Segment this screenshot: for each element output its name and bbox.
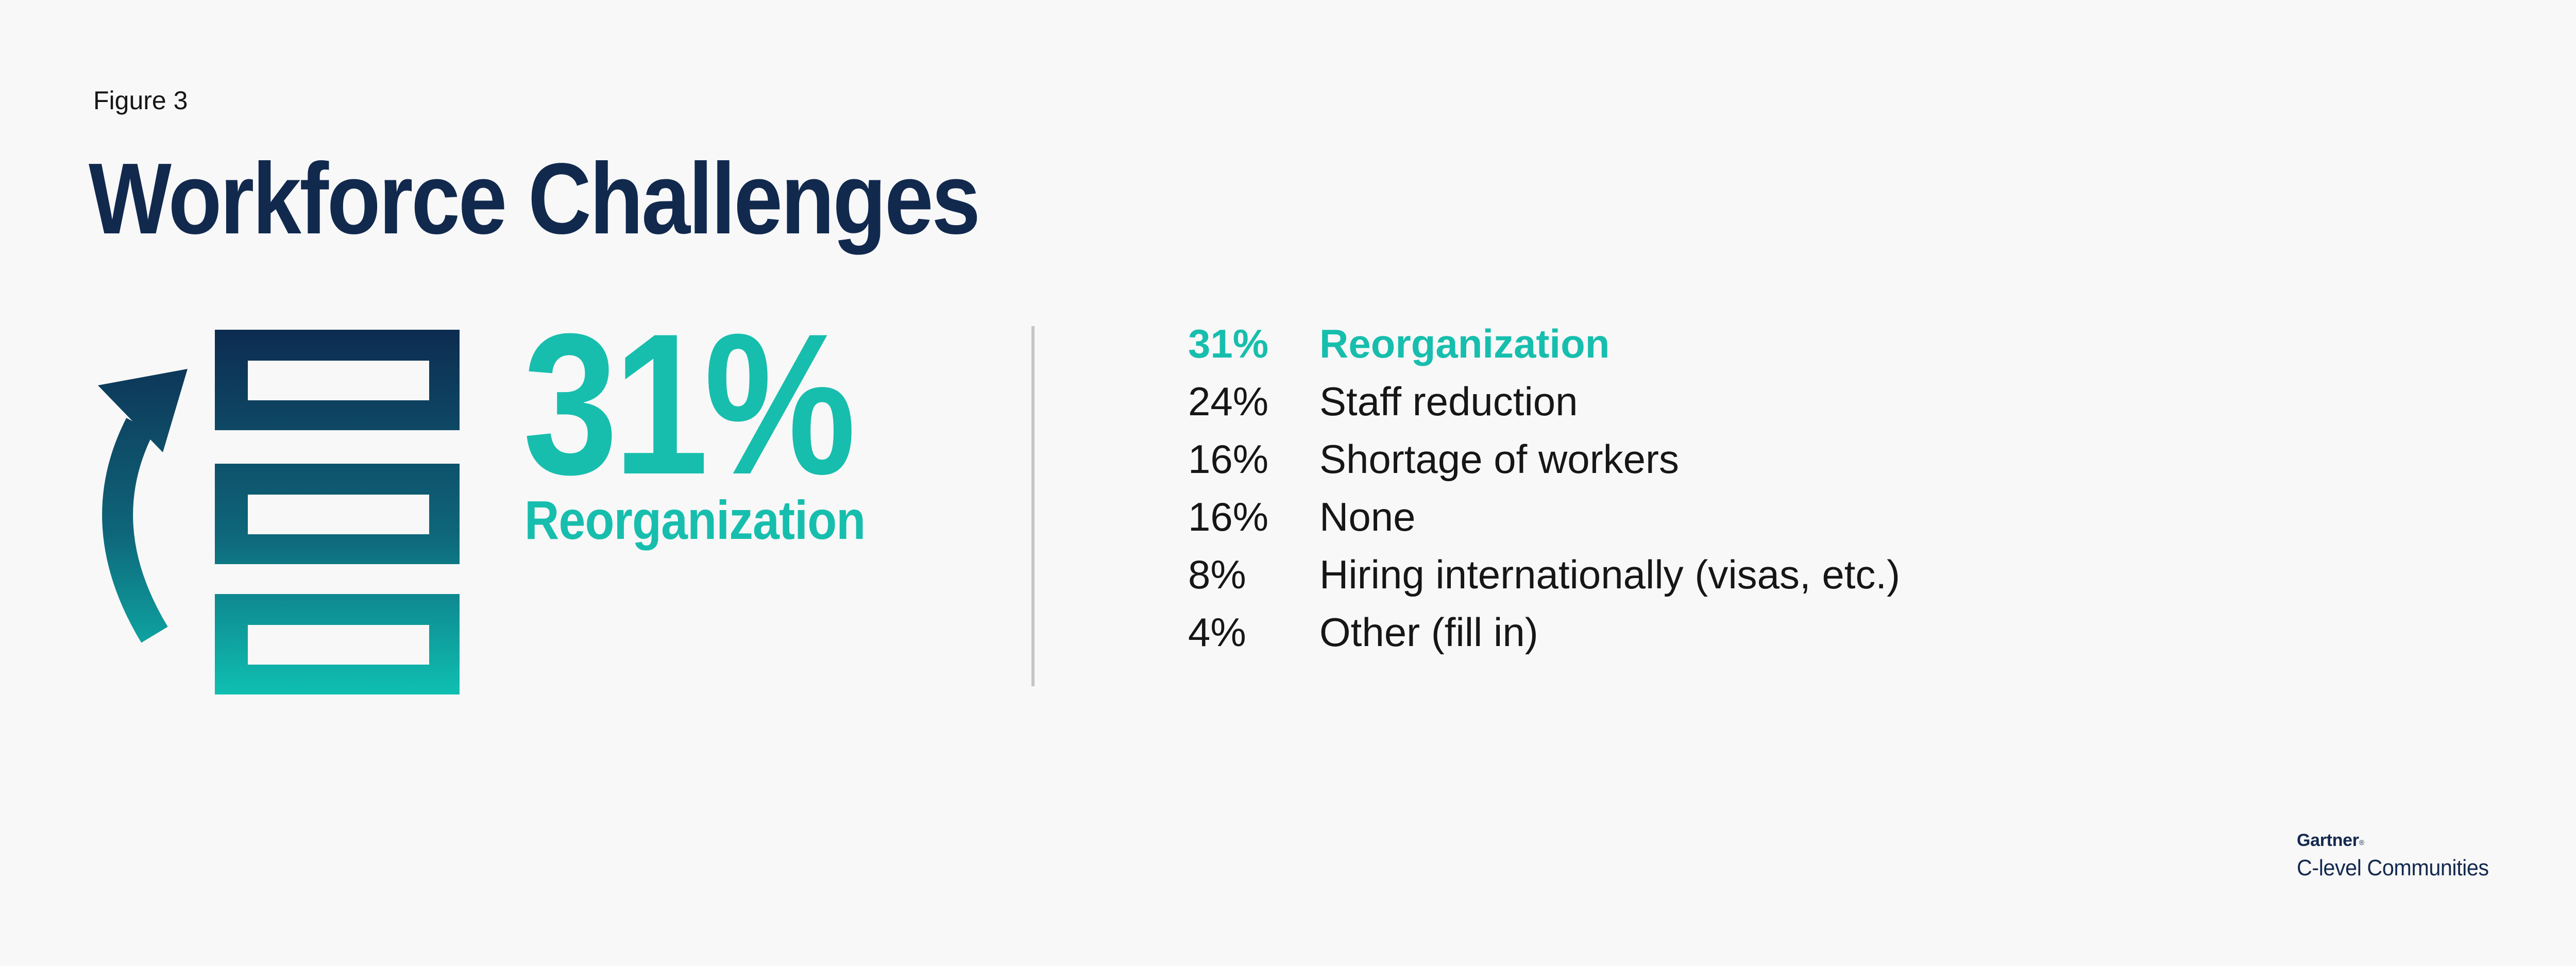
gartner-logo: Gartner® C-level Communities [2297, 830, 2501, 882]
gartner-subtitle: C-level Communities [2297, 855, 2489, 880]
item-value: 31% [1188, 321, 1269, 366]
list-item: 8% Hiring internationally (visas, etc.) [1188, 546, 1900, 603]
gartner-brand-text: Gartner® [2297, 830, 2501, 851]
brand-name: Gartner [2297, 831, 2359, 850]
list-item: 16% None [1188, 488, 1900, 546]
list-item: 31% Reorganization [1188, 315, 1900, 372]
highlight-value: 31% [523, 292, 856, 516]
item-label: Hiring internationally (visas, etc.) [1319, 552, 1901, 597]
item-value: 16% [1188, 494, 1269, 539]
item-value: 24% [1188, 379, 1269, 424]
item-label: Shortage of workers [1319, 436, 1680, 482]
registered-mark: ® [2359, 838, 2364, 846]
item-value: 8% [1188, 552, 1246, 597]
list-item: 24% Staff reduction [1188, 372, 1900, 430]
stacked-bars-shape [215, 330, 460, 694]
figure-label: Figure 3 [93, 86, 188, 115]
percentage-breakdown-list: 31% Reorganization 24% Staff reduction 1… [1188, 315, 1900, 661]
arrow-head [98, 369, 188, 452]
item-label: Other (fill in) [1319, 609, 1538, 655]
reorganization-icon [93, 330, 464, 696]
item-value: 16% [1188, 436, 1269, 482]
item-label: Staff reduction [1319, 379, 1578, 424]
page-title: Workforce Challenges [89, 142, 980, 255]
item-label: Reorganization [1319, 321, 1610, 366]
item-value: 4% [1188, 609, 1246, 655]
list-item: 16% Shortage of workers [1188, 430, 1900, 488]
item-label: None [1319, 494, 1416, 539]
list-item: 4% Other (fill in) [1188, 603, 1900, 661]
highlight-label: Reorganization [524, 490, 866, 551]
curved-arrow-tail [102, 418, 168, 643]
vertical-divider [1031, 326, 1035, 686]
stacked-bars-arrow-icon [98, 330, 460, 694]
